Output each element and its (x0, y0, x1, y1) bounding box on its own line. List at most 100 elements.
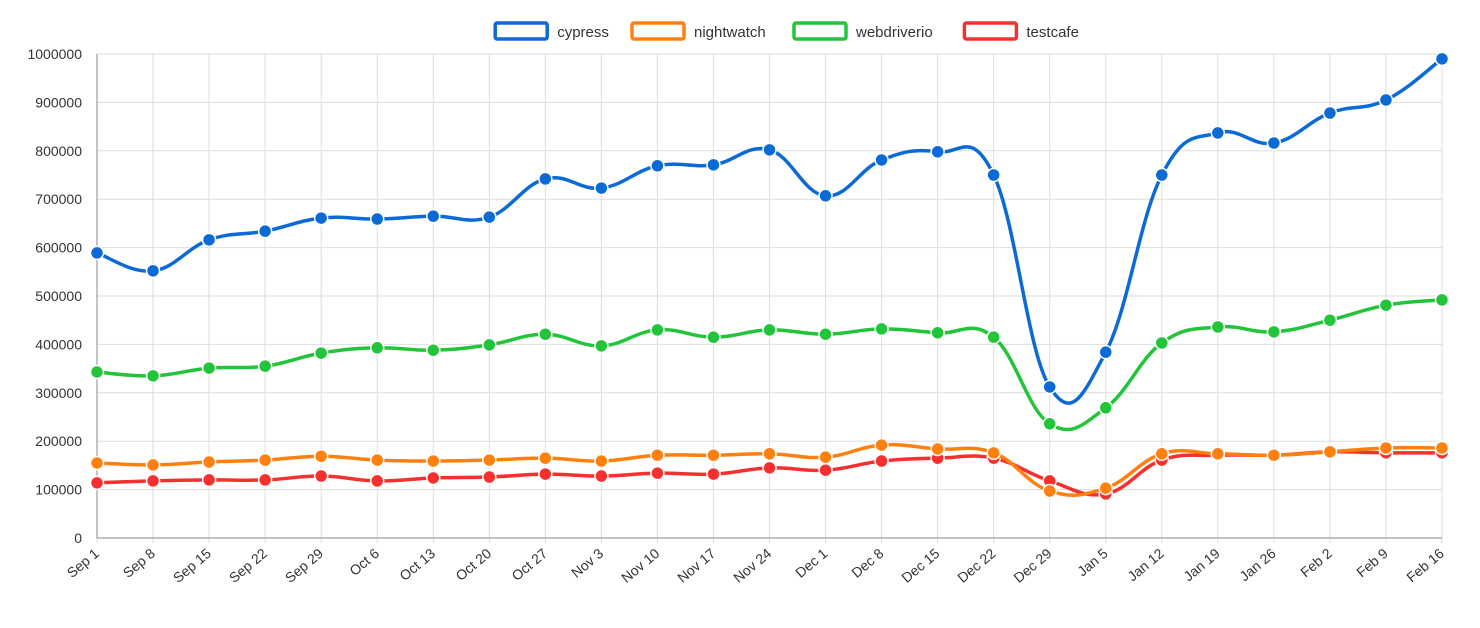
x-tick-label: Dec 8 (848, 545, 886, 581)
x-tick-label: Feb 9 (1353, 545, 1391, 580)
data-point-webdriverio (369, 340, 385, 356)
y-tick-label: 100000 (35, 482, 82, 498)
x-tick-label: Nov 24 (730, 545, 774, 586)
x-tick-label: Oct 6 (346, 545, 382, 579)
data-point-webdriverio (930, 325, 945, 341)
data-point-nightwatch (257, 452, 273, 468)
series-webdriverio (89, 292, 1450, 432)
data-point-cypress (1266, 135, 1282, 151)
series-group (89, 51, 1450, 502)
x-tick-label: Oct 27 (508, 545, 550, 584)
y-tick-label: 1000000 (27, 46, 82, 62)
data-point-cypress (89, 245, 105, 261)
x-tick-label: Sep 15 (170, 545, 214, 586)
data-point-nightwatch (594, 453, 609, 469)
x-tick-label: Jan 5 (1074, 545, 1111, 579)
x-tick-label: Dec 29 (1010, 545, 1054, 586)
data-point-cypress (257, 223, 273, 239)
data-point-cypress (762, 142, 777, 158)
data-point-cypress (706, 157, 721, 173)
x-tick-label: Oct 20 (452, 545, 494, 584)
data-point-nightwatch (1154, 446, 1170, 462)
x-tick-label: Jan 12 (1124, 545, 1167, 584)
legend-swatch (630, 21, 686, 41)
data-point-cypress (818, 188, 833, 204)
y-tick-label: 800000 (35, 143, 82, 159)
data-point-testcafe (89, 475, 105, 491)
data-point-cypress (1378, 92, 1394, 108)
data-point-webdriverio (201, 360, 217, 376)
x-tick-label: Sep 29 (282, 545, 326, 586)
data-point-nightwatch (1210, 446, 1226, 462)
data-point-cypress (426, 208, 441, 224)
y-tick-label: 600000 (35, 240, 82, 256)
data-point-webdriverio (1098, 400, 1113, 416)
data-point-nightwatch (426, 453, 441, 469)
data-point-nightwatch (1266, 447, 1282, 463)
legend-label: testcafe (1026, 24, 1079, 41)
data-point-cypress (930, 144, 945, 160)
data-point-webdriverio (1266, 324, 1282, 340)
data-point-testcafe (145, 473, 161, 489)
data-point-webdriverio (89, 364, 105, 380)
x-tick-label: Nov 3 (568, 545, 606, 581)
data-point-nightwatch (482, 452, 497, 468)
data-point-cypress (986, 167, 1001, 183)
data-point-webdriverio (1322, 312, 1338, 328)
data-point-testcafe (818, 462, 833, 478)
y-tick-label: 0 (74, 530, 82, 546)
data-point-testcafe (257, 472, 273, 488)
y-tick-label: 500000 (35, 288, 82, 304)
legend-swatch (493, 21, 549, 41)
x-tick-label: Dec 1 (792, 545, 830, 581)
data-point-nightwatch (1042, 483, 1057, 499)
data-point-cypress (1098, 344, 1113, 360)
series-nightwatch (89, 437, 1450, 499)
data-point-webdriverio (818, 326, 833, 342)
data-point-nightwatch (201, 454, 217, 470)
data-point-cypress (1154, 167, 1170, 183)
data-point-nightwatch (706, 447, 721, 463)
data-point-cypress (1210, 125, 1226, 141)
data-point-testcafe (482, 469, 497, 485)
y-tick-label: 300000 (35, 385, 82, 401)
legend-swatch (792, 21, 848, 41)
data-point-cypress (1042, 379, 1057, 395)
y-tick-label: 200000 (35, 433, 82, 449)
axes: 0 100000 200000 300000 400000 500000 600000 700… (27, 46, 1447, 586)
data-point-nightwatch (1098, 480, 1113, 496)
legend-item-nightwatch: nightwatch (630, 21, 766, 41)
data-point-cypress (1322, 105, 1338, 121)
data-point-cypress (369, 211, 385, 227)
data-point-cypress (201, 232, 217, 248)
data-point-webdriverio (1210, 319, 1226, 335)
data-point-webdriverio (706, 329, 721, 345)
data-point-cypress (145, 263, 161, 279)
x-tick-label: Oct 13 (396, 545, 438, 584)
data-point-cypress (1434, 51, 1450, 67)
y-tick-label: 900000 (35, 94, 82, 110)
data-point-webdriverio (1042, 416, 1057, 432)
data-point-webdriverio (426, 342, 441, 358)
data-point-cypress (482, 209, 497, 225)
data-point-cypress (594, 180, 609, 196)
legend: cypress nightwatch webdriverio testcafe (493, 21, 1079, 41)
data-point-nightwatch (874, 437, 889, 453)
data-point-nightwatch (1378, 440, 1394, 456)
data-point-testcafe (650, 465, 665, 481)
data-point-nightwatch (313, 448, 329, 464)
x-tick-label: Nov 10 (618, 545, 662, 586)
x-tick-label: Sep 8 (120, 545, 158, 581)
data-point-webdriverio (1154, 335, 1170, 351)
data-point-nightwatch (538, 450, 553, 466)
data-point-cypress (650, 158, 665, 174)
series-cypress (89, 51, 1450, 405)
data-point-webdriverio (538, 326, 553, 342)
x-tick-label: Dec 15 (898, 545, 942, 586)
data-point-webdriverio (145, 368, 161, 384)
data-point-nightwatch (930, 441, 945, 457)
legend-label: nightwatch (694, 24, 766, 41)
data-point-cypress (874, 152, 889, 168)
data-point-testcafe (594, 468, 609, 484)
data-point-testcafe (874, 453, 889, 469)
